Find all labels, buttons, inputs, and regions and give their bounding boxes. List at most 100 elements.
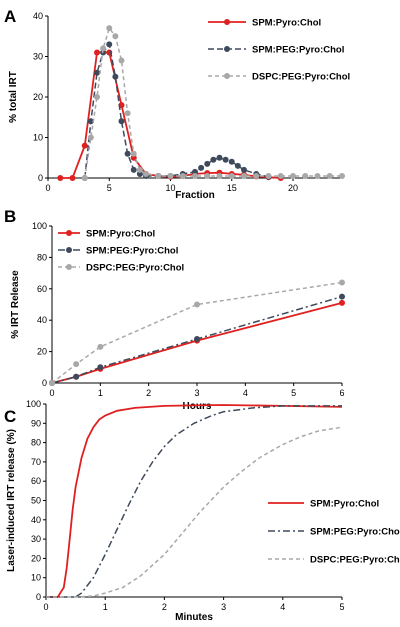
chart-panel-c: 0 10 20 30 40 50 60 70 80 90 100 0 1 2 3 4 5 Minutes Laser… [6,399,400,623]
data-point [192,172,198,179]
legend-label-3: DSPC:PEG:Pyro:Chol [86,263,184,274]
data-point [228,172,235,179]
y-tick-label: 10 [31,573,41,583]
legend-marker [224,19,230,25]
y-tick-label: 90 [31,418,41,428]
series-line-3 [46,426,343,598]
data-point [130,150,137,157]
y-tick-label: 60 [37,284,47,294]
data-point [253,172,260,179]
y-tick-label: 20 [31,553,41,563]
series-line-1 [60,51,281,179]
x-tick-label: 0 [49,388,54,398]
y-tick-label: 80 [37,252,47,262]
panel-letter-c: C [4,407,16,426]
y-tick-label: 40 [33,11,43,21]
data-point [73,361,80,368]
data-point [73,373,80,380]
data-point [87,134,94,141]
data-point [106,41,113,48]
data-point [106,25,113,32]
data-point [265,172,272,179]
legend-label-3: DSPC:PEG:Pyro:Chol [310,555,400,566]
x-tick-label: 4 [280,602,285,612]
data-point [241,172,247,179]
x-tick-label: 5 [291,388,296,398]
x-tick-label: 3 [194,388,199,398]
panel-letter-a: A [4,7,16,26]
legend-marker [224,73,230,79]
chart-panel-b: 0 20 40 60 80 100 0 1 2 3 4 5 6 Hours % IRT Release SPM… [10,221,345,412]
data-point [339,299,345,306]
data-point [124,150,131,157]
legend-marker [224,46,230,52]
x-tick-label: 0 [43,602,48,612]
data-point [49,380,55,386]
x-tick-label: 4 [243,388,248,398]
panel-letter-b: B [4,207,16,226]
y-tick-label: 30 [31,534,41,544]
x-tick-label: 1 [98,388,103,398]
y-tick-label: 40 [31,515,41,525]
x-tick-label: 2 [162,602,167,612]
x-tick-label: 10 [165,183,175,193]
legend-label-1: SPM:Pyro:Chol [86,229,155,240]
x-tick-label: 0 [45,183,50,193]
legend-label-2: SPM:PEG:Pyro:Chol [252,45,344,56]
data-point [326,172,333,179]
series-line-2 [84,42,269,179]
legend-label-2: SPM:PEG:Pyro:Chol [86,246,178,257]
series-line-2 [46,405,342,598]
data-point [155,172,162,179]
data-point [112,33,119,40]
legend-marker [66,230,72,236]
data-point [100,45,107,52]
data-point [69,175,76,181]
y-tick-label: 50 [31,496,41,506]
y-axis-label: % total IRT [8,71,19,123]
data-point [118,57,125,64]
data-point [290,172,296,179]
data-point [194,301,200,308]
data-point [198,164,205,171]
data-point [216,172,223,179]
data-point [94,49,100,56]
x-tick-label: 2 [146,388,151,398]
y-tick-label: 0 [42,378,47,388]
y-tick-label: 80 [31,438,41,448]
legend-label-1: SPM:Pyro:Chol [310,499,379,510]
data-point [130,166,137,173]
data-point [210,156,217,163]
data-point [136,166,143,173]
x-tick-label: 15 [227,183,237,193]
data-point [97,343,104,350]
x-tick-label: 1 [103,602,108,612]
y-tick-label: 20 [33,92,43,102]
data-point [57,175,64,181]
legend-marker [66,264,72,270]
legend-label-1: SPM:Pyro:Chol [252,18,321,29]
data-point [94,94,100,100]
data-point [339,279,345,286]
y-tick-label: 100 [26,399,41,409]
data-point [228,158,235,165]
y-tick-label: 40 [37,315,47,325]
y-axis-label: % IRT Release [10,270,21,339]
y-axis-label: Laser-induced IRT release (%) [6,429,17,572]
data-point [277,172,284,179]
data-point [204,160,211,167]
x-tick-label: 5 [107,183,112,193]
data-point [112,73,119,80]
data-point [339,172,345,179]
x-tick-label: 20 [288,183,298,193]
data-point [167,172,174,179]
data-point [81,175,88,181]
x-tick-label: 5 [339,602,344,612]
data-point [216,154,223,161]
x-axis-label: Fraction [175,190,214,201]
y-tick-label: 30 [33,52,43,62]
y-tick-label: 60 [31,476,41,486]
data-point [97,364,104,371]
y-tick-label: 70 [31,457,41,467]
